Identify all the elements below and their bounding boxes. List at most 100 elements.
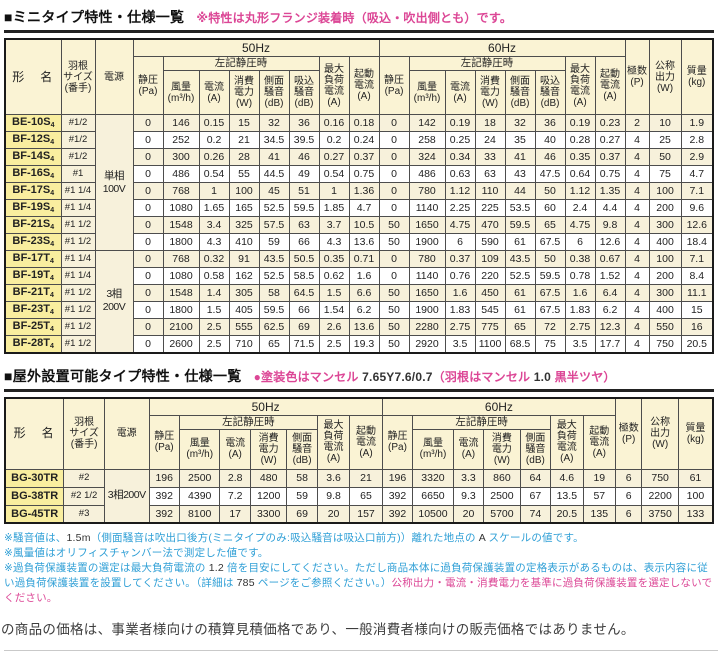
value-cell: 486 [408, 165, 446, 183]
blade-size-cell: #1 1/2 [60, 216, 96, 234]
value-cell: 162 [228, 267, 260, 285]
value-cell: 780 [408, 182, 446, 200]
model-text: BE-10S [12, 116, 51, 128]
value-cell: 135 [582, 504, 617, 524]
footnotes: ※騒音値は、1.5m（側面騒音は吹出口後方(ミニタイプのみ:吸込騒音は吸込口前方… [4, 531, 714, 606]
value-cell: 50 [378, 284, 410, 302]
text-segment: 1.5m [66, 532, 91, 544]
text-segment: ※風量値はオリフィスチャンバー法で測定した値です。 [4, 547, 269, 559]
value-cell: 4.7 [680, 165, 714, 183]
value-cell: 65 [504, 318, 536, 336]
model-cell: BF-23T4 [4, 301, 62, 319]
model-subscript: 4 [50, 122, 55, 129]
value-cell: 3.5 [564, 335, 596, 353]
value-cell: 59 [258, 233, 290, 251]
value-cell: 50 [378, 233, 410, 251]
value-cell: 20 [452, 504, 485, 524]
value-cell: 49 [288, 165, 320, 183]
value-cell: 4 [624, 199, 650, 217]
power-consumption-header: 消費 電力 (W) [249, 428, 288, 470]
at-static-header: 左記静圧時 [162, 56, 320, 71]
starting-current-header: 起動 電流 (A) [348, 56, 380, 115]
value-cell: 142 [408, 114, 446, 132]
value-cell: 15 [228, 114, 260, 132]
model-header: 形 名 [4, 397, 65, 470]
value-cell: 545 [474, 301, 506, 319]
value-cell: 1900 [408, 301, 446, 319]
value-cell: 10500 [412, 504, 454, 524]
value-cell: 300 [648, 216, 682, 234]
value-cell: 1.36 [348, 182, 380, 200]
value-cell: 100 [648, 250, 682, 268]
value-cell: 1.83 [564, 301, 596, 319]
value-cell: 4.7 [348, 199, 380, 217]
value-cell: 0 [132, 182, 164, 200]
value-cell: 768 [162, 182, 200, 200]
value-cell: 66 [288, 301, 320, 319]
value-cell: 2.25 [444, 199, 476, 217]
value-cell: 20.5 [550, 504, 584, 524]
value-cell: 392 [148, 486, 180, 506]
table-row: BG-30TR #2 3相200V 196 2500 2.8 480 58 3.6 21 196 33… [4, 468, 714, 524]
text-segment: ※特性は丸形フランジ装着時（吸込・吹出側とも）です。 [196, 11, 513, 25]
value-cell: 4 [624, 182, 650, 200]
model-cell: BF-19T4 [4, 267, 62, 285]
hz60-header: 60Hz [381, 397, 617, 416]
value-cell: 0.37 [594, 148, 626, 166]
value-cell: 1 [318, 182, 350, 200]
model-cell: BG-30TR [4, 468, 65, 488]
value-cell: 200 [648, 267, 682, 285]
value-cell: 710 [228, 335, 260, 353]
value-cell: 6 [444, 233, 476, 251]
value-cell: 20.5 [680, 335, 714, 353]
value-cell: 1.65 [198, 199, 230, 217]
value-cell: 7.1 [680, 182, 714, 200]
value-cell: 13.5 [550, 486, 584, 506]
value-cell: 1140 [408, 267, 446, 285]
value-cell: 6.4 [594, 284, 626, 302]
value-cell: 2500 [178, 468, 221, 488]
value-cell: 1.4 [198, 284, 230, 302]
value-cell: 0 [132, 114, 164, 132]
value-cell: 50 [378, 318, 410, 336]
at-static-header: 左記静圧時 [412, 414, 552, 430]
value-cell: 6 [615, 504, 643, 524]
model-cell: BG-38TR [4, 486, 65, 506]
value-cell: 1.35 [594, 182, 626, 200]
value-cell: 6 [564, 233, 596, 251]
value-cell: 0 [378, 199, 410, 217]
value-cell: 400 [648, 233, 682, 251]
blade-size-cell: #1 1/2 [60, 284, 96, 302]
value-cell: 4.75 [444, 216, 476, 234]
value-cell: 1.54 [318, 301, 350, 319]
value-cell: 0.32 [198, 250, 230, 268]
value-cell: 50 [648, 148, 682, 166]
value-cell: 8100 [178, 504, 221, 524]
model-subscript: 4 [49, 326, 54, 333]
value-cell: 325 [228, 216, 260, 234]
value-cell: 4.75 [564, 216, 596, 234]
value-cell: 43.5 [258, 250, 290, 268]
value-cell: 0.75 [348, 165, 380, 183]
value-cell: 36 [288, 114, 320, 132]
airflow-header: 風量 (m³/h) [162, 70, 200, 115]
model-text: BF-19T [12, 269, 50, 281]
airflow-header: 風量 (m³/h) [178, 428, 221, 470]
value-cell: 91 [228, 250, 260, 268]
current-header: 電流 (A) [219, 428, 251, 470]
value-cell: 58.5 [288, 267, 320, 285]
blade-size-cell: #1 1/4 [60, 182, 96, 200]
header-row: 形 名羽根 サイズ (番手) 電源 50Hz 60Hz 極数 (P) 公称 出力 (W) 質… [4, 397, 714, 470]
text-segment: ●塗装色はマンセル [253, 369, 363, 384]
blade-size-header: 羽根 サイズ (番手) [63, 397, 105, 470]
header-row: 静圧 (Pa) 左記静圧時 最大 負荷 電流 (A) 起動 電流 (A) 静圧 (Pa)… [5, 414, 713, 470]
value-cell: 50.5 [288, 250, 320, 268]
value-cell: 50 [534, 182, 566, 200]
value-cell: 4 [624, 250, 650, 268]
value-cell: 305 [228, 284, 260, 302]
blade-size-cell: #1 1/2 [60, 301, 96, 319]
value-cell: 0 [378, 267, 410, 285]
value-cell: 7.1 [680, 250, 714, 268]
blade-size-cell: #3 [63, 504, 105, 524]
value-cell: 2280 [408, 318, 446, 336]
